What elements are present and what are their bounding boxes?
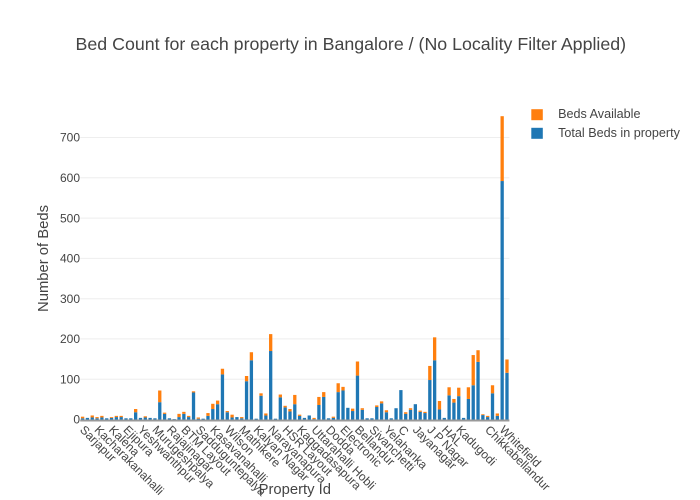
svg-text:600: 600 <box>60 171 80 185</box>
svg-text:100: 100 <box>60 372 80 386</box>
svg-text:Total Beds in property: Total Beds in property <box>558 126 681 140</box>
svg-text:200: 200 <box>60 332 80 346</box>
svg-text:0: 0 <box>73 413 80 427</box>
svg-text:Number of Beds: Number of Beds <box>36 205 52 312</box>
svg-text:400: 400 <box>60 252 80 266</box>
svg-text:300: 300 <box>60 292 80 306</box>
svg-text:Property Id: Property Id <box>259 482 331 498</box>
svg-text:700: 700 <box>60 131 80 145</box>
svg-text:500: 500 <box>60 211 80 225</box>
svg-text:Bed Count for each property in: Bed Count for each property in Bangalore… <box>76 34 627 54</box>
svg-text:Beds Available: Beds Available <box>558 107 640 121</box>
